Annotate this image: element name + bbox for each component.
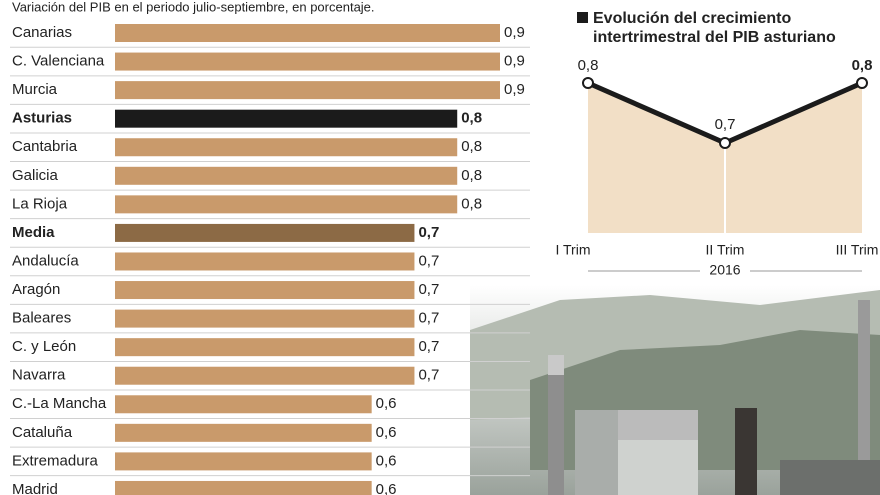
category-label: La Rioja	[12, 195, 68, 212]
category-label: Galicia	[12, 167, 59, 184]
category-label: Cantabria	[12, 138, 78, 155]
x-tick-label: II Trim	[706, 242, 745, 258]
value-label: 0,6	[376, 481, 397, 495]
value-label: 0,6	[376, 452, 397, 469]
value-label: 0,8	[461, 138, 482, 155]
value-label: 0,7	[418, 367, 439, 384]
value-label: 0,8	[461, 195, 482, 212]
annotation: 2016	[709, 262, 740, 278]
bar	[115, 452, 372, 471]
title-marker	[577, 12, 588, 23]
value-label: 0,7	[418, 310, 439, 327]
category-label: C.-La Mancha	[12, 395, 107, 412]
x-tick-label: III Trim	[836, 242, 879, 258]
category-label: Madrid	[12, 481, 58, 495]
category-label: C. y León	[12, 338, 76, 355]
category-label: C. Valenciana	[12, 53, 105, 70]
value-label: 0,7	[418, 338, 439, 355]
bar	[115, 281, 415, 300]
bar	[115, 423, 372, 442]
value-label: 0,8	[852, 57, 873, 74]
point	[856, 77, 868, 89]
photo	[470, 285, 880, 495]
category-label: Murcia	[12, 81, 58, 98]
bar	[115, 52, 500, 71]
category-label: Extremadura	[12, 452, 99, 469]
bar	[115, 195, 458, 214]
bar	[115, 252, 415, 271]
subtitle: Variación del PIB en el periodo julio-se…	[12, 0, 375, 14]
category-label: Andalucía	[12, 252, 79, 269]
value-label: 0,9	[504, 81, 525, 98]
line-chart-title: Evolución del crecimiento intertrimestra…	[593, 10, 836, 46]
category-label: Baleares	[12, 310, 71, 327]
value-label: 0,9	[504, 24, 525, 41]
value-label: 0,6	[376, 395, 397, 412]
value-label: 0,9	[504, 53, 525, 70]
value-label: 0,7	[418, 224, 439, 241]
category-label: Media	[12, 224, 55, 241]
category-label: Canarias	[12, 24, 72, 41]
bar	[115, 480, 372, 495]
bar	[115, 223, 415, 242]
bar	[115, 138, 458, 157]
category-label: Cataluña	[12, 424, 73, 441]
value-label: 0,7	[418, 281, 439, 298]
point	[719, 137, 731, 149]
bar	[115, 81, 500, 100]
category-label: Aragón	[12, 281, 60, 298]
x-tick-label: I Trim	[556, 242, 591, 258]
bar	[115, 166, 458, 185]
bar	[115, 366, 415, 385]
category-label: Asturias	[12, 110, 72, 127]
bar	[115, 24, 500, 42]
bar	[115, 338, 415, 357]
bar	[115, 395, 372, 414]
category-label: Navarra	[12, 367, 66, 384]
value-label: 0,6	[376, 424, 397, 441]
value-label: 0,7	[418, 252, 439, 269]
bar	[115, 109, 458, 128]
value-label: 0,7	[715, 116, 736, 133]
value-label: 0,8	[461, 110, 482, 127]
point	[582, 77, 594, 89]
value-label: 0,8	[578, 57, 599, 74]
value-label: 0,8	[461, 167, 482, 184]
bar	[115, 309, 415, 328]
